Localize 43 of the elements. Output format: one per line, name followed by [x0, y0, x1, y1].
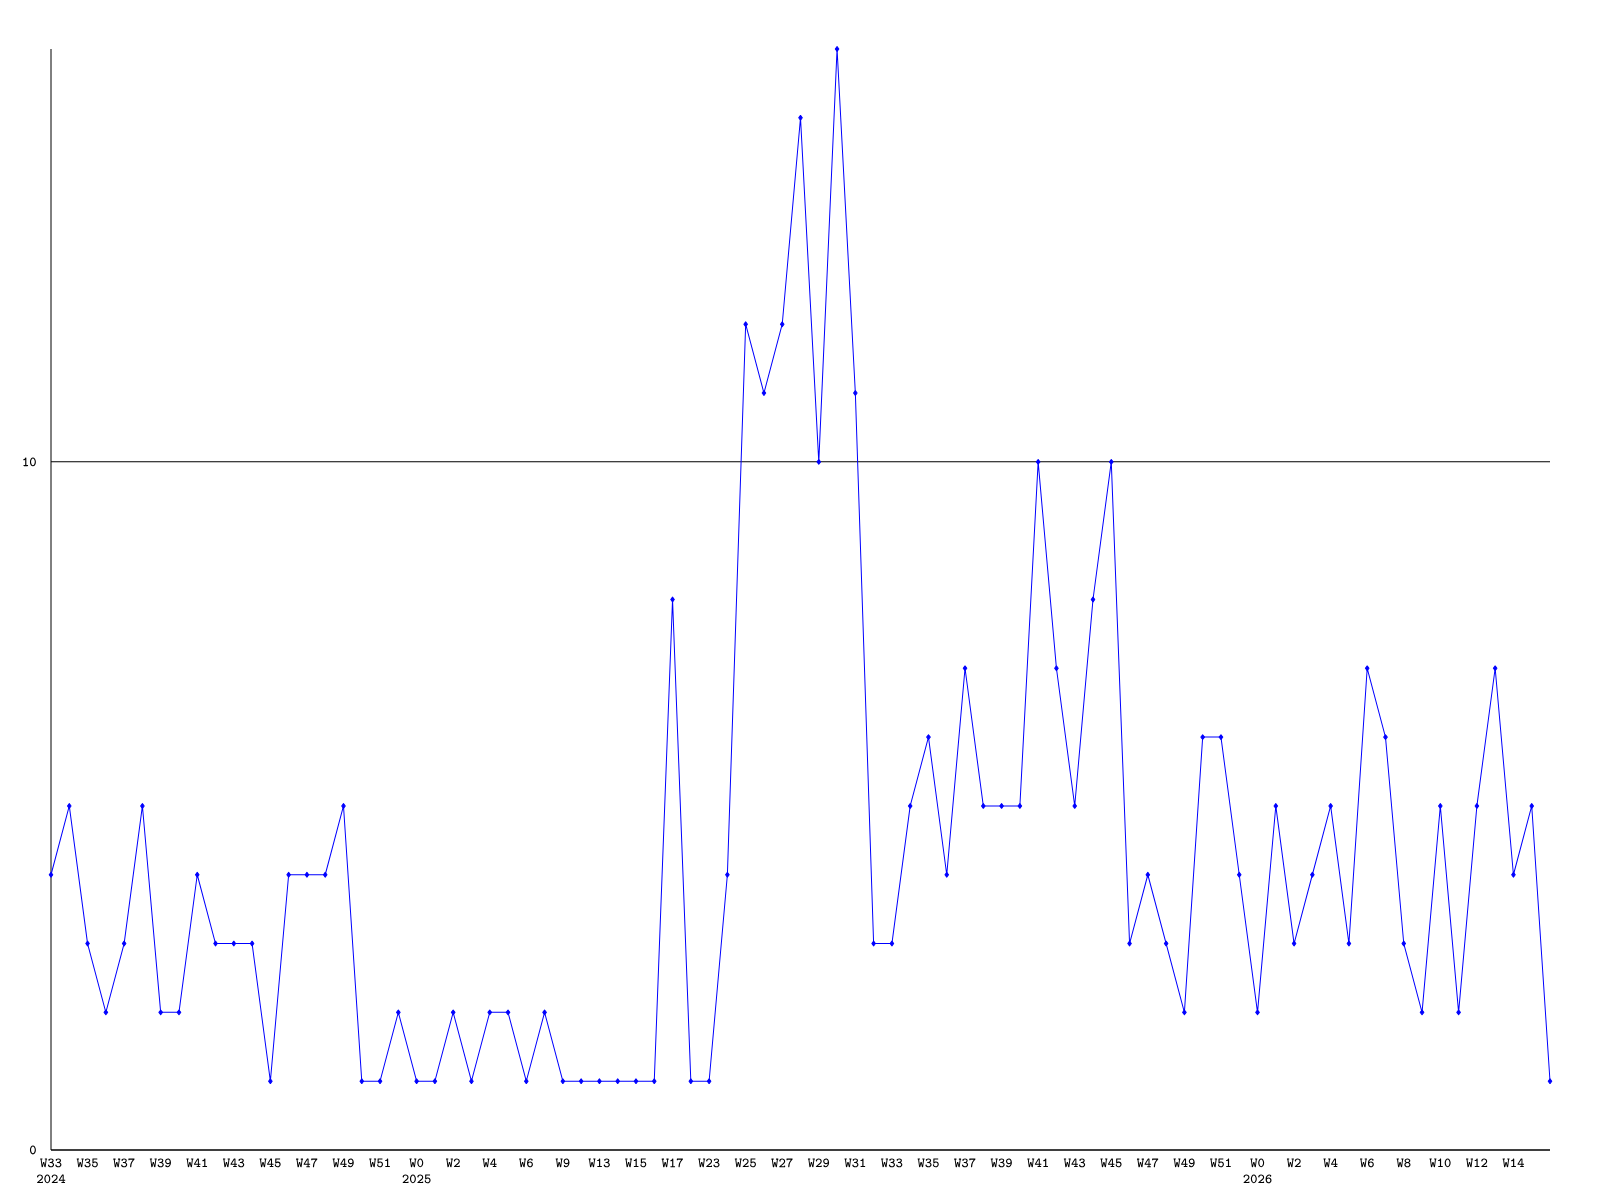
- x-tick-label: W49: [1173, 1158, 1195, 1168]
- x-tick-label: W33 2024: [36, 1158, 66, 1184]
- x-tick-label: W4: [482, 1158, 497, 1168]
- x-tick-label: W45: [1100, 1158, 1122, 1168]
- x-tick-label: W9: [555, 1158, 570, 1168]
- x-tick-label: W10: [1429, 1158, 1451, 1168]
- x-tick-label: W39: [149, 1158, 171, 1168]
- x-tick-label: W0 2026: [1243, 1158, 1272, 1184]
- x-tick-label: W49: [332, 1158, 354, 1168]
- x-tick-label: W51: [369, 1158, 390, 1168]
- x-tick-label: W23: [698, 1158, 720, 1168]
- x-tick-label: W43: [222, 1158, 245, 1168]
- x-tick-label: W51: [1210, 1158, 1231, 1168]
- x-tick-label: W47: [1136, 1158, 1159, 1168]
- x-tick-label: W17: [661, 1158, 683, 1168]
- x-tick-label: W39: [990, 1158, 1012, 1168]
- x-tick-label: W4: [1323, 1158, 1338, 1168]
- x-tick-label: W13: [588, 1158, 610, 1168]
- x-tick-label: W2: [445, 1158, 460, 1168]
- x-tick-label: W0 2025: [402, 1158, 431, 1184]
- y-tick-label: 10: [23, 457, 36, 467]
- x-tick-label: W37: [954, 1158, 976, 1168]
- y-tick-label: 0: [29, 1145, 36, 1155]
- x-tick-label: W33: [881, 1158, 903, 1168]
- x-tick-label: W47: [296, 1158, 318, 1168]
- x-tick-label: W35: [76, 1158, 98, 1168]
- x-tick-label: W29: [807, 1158, 830, 1168]
- x-tick-label: W25: [734, 1158, 756, 1168]
- x-tick-label: W8: [1396, 1158, 1411, 1168]
- x-tick-label: W12: [1465, 1158, 1488, 1168]
- x-tick-label: W6: [519, 1158, 533, 1168]
- x-tick-label: W45: [259, 1158, 281, 1168]
- x-tick-label: W2: [1286, 1158, 1301, 1168]
- x-tick-label: W6: [1359, 1158, 1374, 1168]
- x-tick-label: W41: [1027, 1158, 1049, 1168]
- x-tick-label: W27: [771, 1158, 793, 1168]
- x-tick-label: W43: [1063, 1158, 1086, 1168]
- x-tick-label: W41: [186, 1158, 208, 1168]
- x-tick-label: W35: [917, 1158, 939, 1168]
- x-tick-label: W37: [113, 1158, 135, 1168]
- x-tick-label: W15: [625, 1158, 647, 1168]
- x-tick-label: W14: [1502, 1158, 1525, 1168]
- x-tick-label: W31: [844, 1158, 866, 1168]
